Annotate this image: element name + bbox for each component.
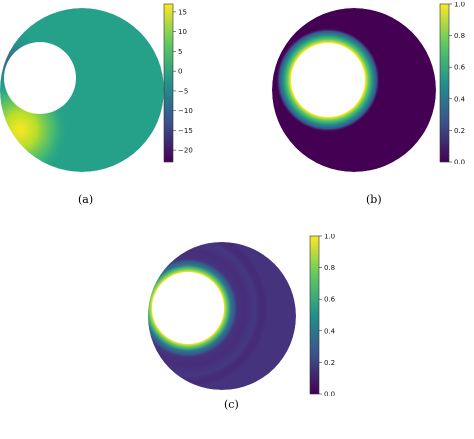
colorbar-tick-label: −5 [178, 87, 188, 95]
caption-a: (a) [78, 193, 94, 206]
colorbar-tick-label: 0.4 [454, 95, 466, 103]
colorbar-c: 1.0 0.8 0.6 0.4 0.2 0.0 [309, 234, 336, 397]
colorbar-tick-label: 1.0 [324, 234, 335, 241]
colorbar-tick-label: 0 [178, 68, 182, 76]
caption-c: (c) [224, 398, 239, 411]
colorbar-tick-label: 0.0 [454, 159, 465, 165]
colorbar-tick-label: 0.8 [324, 264, 335, 272]
contour-plot-a [0, 8, 164, 172]
panel-a: 15 10 5 0 −5 −10 −15 −20 (a) [0, 0, 200, 210]
colorbar-tick-label: 0.6 [324, 296, 336, 304]
colorbar-b: 1.0 0.8 0.6 0.4 0.2 0.0 [439, 2, 466, 165]
hole-b [291, 43, 365, 117]
caption-b: (b) [366, 193, 382, 206]
colorbar-tick-label: 15 [178, 8, 187, 16]
colorbar-a: 15 10 5 0 −5 −10 −15 −20 [163, 3, 193, 163]
hole-a [4, 42, 76, 114]
colorbar-tick-label: 0.2 [324, 359, 335, 367]
colorbar-tick-label: −20 [178, 147, 193, 155]
colorbar-tick-label: 5 [178, 48, 182, 56]
contour-plot-b [272, 8, 436, 172]
colorbar-tick-label: 10 [178, 28, 187, 36]
contour-plot-c [148, 242, 296, 390]
colorbar-tick-label: 0.6 [454, 64, 466, 72]
hole-c [152, 272, 224, 344]
panel-b: 1.0 0.8 0.6 0.4 0.2 0.0 (b) [272, 0, 474, 210]
colorbar-tick-label: −15 [178, 127, 193, 135]
colorbar-tick-label: 0.8 [454, 32, 465, 40]
colorbar-tick-label: 0.4 [324, 327, 336, 335]
colorbar-tick-label: 1.0 [454, 2, 465, 9]
colorbar-tick-label: 0.0 [324, 391, 335, 397]
colorbar-tick-label: 0.2 [454, 127, 465, 135]
panel-c: 1.0 0.8 0.6 0.4 0.2 0.0 (c) [148, 230, 348, 439]
colorbar-tick-label: −10 [178, 107, 193, 115]
